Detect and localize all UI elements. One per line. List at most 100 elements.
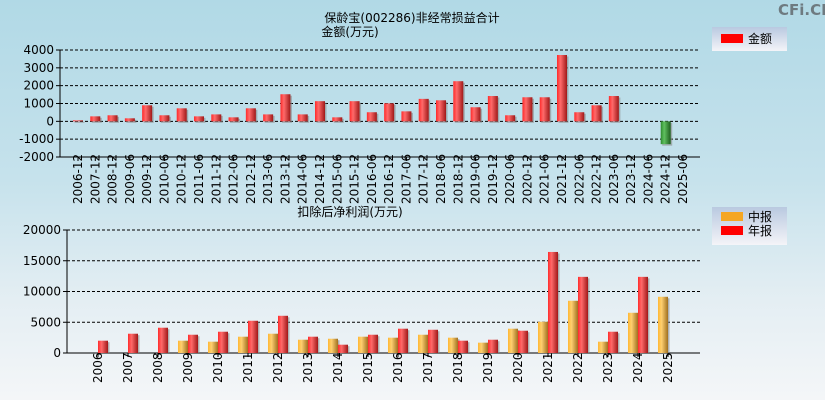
x-tick-label: 2014 bbox=[331, 352, 345, 383]
x-tick-label: 2022-06 bbox=[572, 154, 586, 204]
x-tick-label: 2013-06 bbox=[261, 154, 275, 204]
x-tick-label: 2010-06 bbox=[157, 154, 171, 204]
y-tick-label: 3000 bbox=[23, 61, 54, 75]
y-tick-label: 4000 bbox=[23, 43, 54, 57]
bar-2017-06 bbox=[401, 111, 412, 122]
bar-年报-2008 bbox=[158, 327, 168, 353]
x-tick-label: 2009 bbox=[181, 352, 195, 383]
x-tick-label: 2012 bbox=[271, 352, 285, 383]
x-tick-label: 2023-12 bbox=[624, 154, 638, 204]
legend-swatch-金额 bbox=[721, 34, 743, 43]
x-tick-label: 2018 bbox=[451, 352, 465, 383]
x-tick-label: 2017-12 bbox=[417, 154, 431, 204]
bar-2016-12 bbox=[384, 103, 395, 122]
bar-年报-2006 bbox=[98, 340, 108, 353]
bar-中报-2010 bbox=[208, 341, 218, 353]
x-tick-label: 2012-12 bbox=[244, 154, 258, 204]
x-tick-label: 2015-12 bbox=[348, 154, 362, 204]
bar-中报-2015 bbox=[358, 336, 368, 353]
y-tick-label: 10000 bbox=[23, 285, 61, 299]
x-tick-label: 2020-12 bbox=[520, 154, 534, 204]
bar-中报-2025 bbox=[658, 296, 668, 353]
bar-中报-2009 bbox=[178, 340, 188, 353]
x-tick-label: 2009-06 bbox=[123, 154, 137, 204]
x-tick-label: 2017 bbox=[421, 352, 435, 383]
bar-年报-2019 bbox=[488, 339, 498, 353]
x-tick-label: 2015 bbox=[361, 352, 375, 383]
y-tick-label: 5000 bbox=[30, 315, 61, 329]
bar-2008-12 bbox=[107, 115, 118, 122]
bar-2014-12 bbox=[315, 101, 325, 122]
bar-年报-2018 bbox=[458, 340, 468, 353]
bar-中报-2018 bbox=[448, 337, 458, 353]
bar-中报-2020 bbox=[508, 328, 518, 353]
bar-年报-2021 bbox=[548, 251, 558, 353]
bar-年报-2007 bbox=[128, 333, 138, 353]
bar-中报-2024 bbox=[628, 312, 638, 353]
bar-2024-12 bbox=[660, 121, 671, 145]
x-tick-label: 2024 bbox=[631, 352, 645, 383]
bar-2011-06 bbox=[194, 116, 204, 122]
x-tick-label: 2020 bbox=[511, 352, 525, 383]
bar-2019-06 bbox=[470, 107, 481, 122]
bar-年报-2014 bbox=[338, 344, 348, 353]
x-tick-label: 2017-06 bbox=[399, 154, 413, 204]
bar-2006-12 bbox=[73, 120, 83, 122]
bar-年报-2022 bbox=[578, 276, 588, 353]
x-tick-label: 2024-06 bbox=[641, 154, 655, 204]
x-tick-label: 2009-12 bbox=[140, 154, 154, 204]
chart1-title: 保龄宝(002286)非经常损益合计 bbox=[324, 10, 499, 25]
bar-中报-2016 bbox=[388, 337, 398, 353]
bar-2022-12 bbox=[591, 105, 602, 122]
x-tick-label: 2021-12 bbox=[555, 154, 569, 204]
bar-年报-2024 bbox=[638, 276, 648, 353]
bar-中报-2012 bbox=[268, 333, 278, 353]
bar-2019-12 bbox=[487, 96, 498, 122]
bar-2015-12 bbox=[349, 101, 360, 122]
x-tick-label: 2019-06 bbox=[469, 154, 483, 204]
y-tick-label: 15000 bbox=[23, 254, 61, 268]
bar-2007-12 bbox=[90, 116, 101, 122]
x-tick-label: 2022 bbox=[571, 352, 585, 383]
bar-2012-06 bbox=[228, 117, 239, 122]
x-tick-label: 2011-06 bbox=[192, 154, 206, 204]
x-tick-label: 2023 bbox=[601, 352, 615, 383]
chart2-title: 扣除后净利润(万元) bbox=[297, 204, 402, 219]
x-tick-label: 2013 bbox=[301, 352, 315, 383]
bar-年报-2015 bbox=[368, 334, 378, 353]
watermark: CFi.CN bbox=[778, 1, 825, 19]
bar-2020-06 bbox=[505, 115, 516, 122]
x-tick-label: 2019 bbox=[481, 352, 495, 383]
bar-2021-06 bbox=[539, 97, 550, 122]
y-tick-label: -2000 bbox=[19, 150, 54, 164]
y-tick-label: 0 bbox=[53, 346, 61, 360]
bar-中报-2011 bbox=[238, 336, 248, 353]
x-tick-label: 2025-06 bbox=[676, 154, 690, 204]
x-tick-label: 2006 bbox=[91, 352, 105, 383]
x-tick-label: 2014-12 bbox=[313, 154, 327, 204]
x-tick-label: 2018-12 bbox=[451, 154, 465, 204]
bar-2016-06 bbox=[366, 112, 377, 122]
bar-中报-2022 bbox=[568, 300, 578, 353]
x-tick-label: 2008-12 bbox=[106, 154, 120, 204]
legend-label: 中报 bbox=[748, 209, 772, 224]
legend-swatch-中报 bbox=[721, 212, 743, 221]
x-tick-label: 2023-06 bbox=[607, 154, 621, 204]
legend-label: 金额 bbox=[748, 31, 772, 46]
x-tick-label: 2016-06 bbox=[365, 154, 379, 204]
x-tick-label: 2013-12 bbox=[278, 154, 292, 204]
x-tick-label: 2016 bbox=[391, 352, 405, 383]
y-tick-label: 1000 bbox=[23, 97, 54, 111]
bar-2021-12 bbox=[557, 54, 567, 122]
x-tick-label: 2007-12 bbox=[88, 154, 102, 204]
y-tick-label: 20000 bbox=[23, 223, 61, 237]
bar-中报-2014 bbox=[328, 338, 338, 353]
x-tick-label: 2019-12 bbox=[486, 154, 500, 204]
bar-年报-2012 bbox=[278, 315, 288, 353]
x-tick-label: 2018-06 bbox=[434, 154, 448, 204]
x-tick-label: 2016-12 bbox=[382, 154, 396, 204]
bar-2023-06 bbox=[608, 96, 619, 122]
bar-2009-06 bbox=[124, 118, 135, 122]
x-tick-label: 2015-06 bbox=[330, 154, 344, 204]
